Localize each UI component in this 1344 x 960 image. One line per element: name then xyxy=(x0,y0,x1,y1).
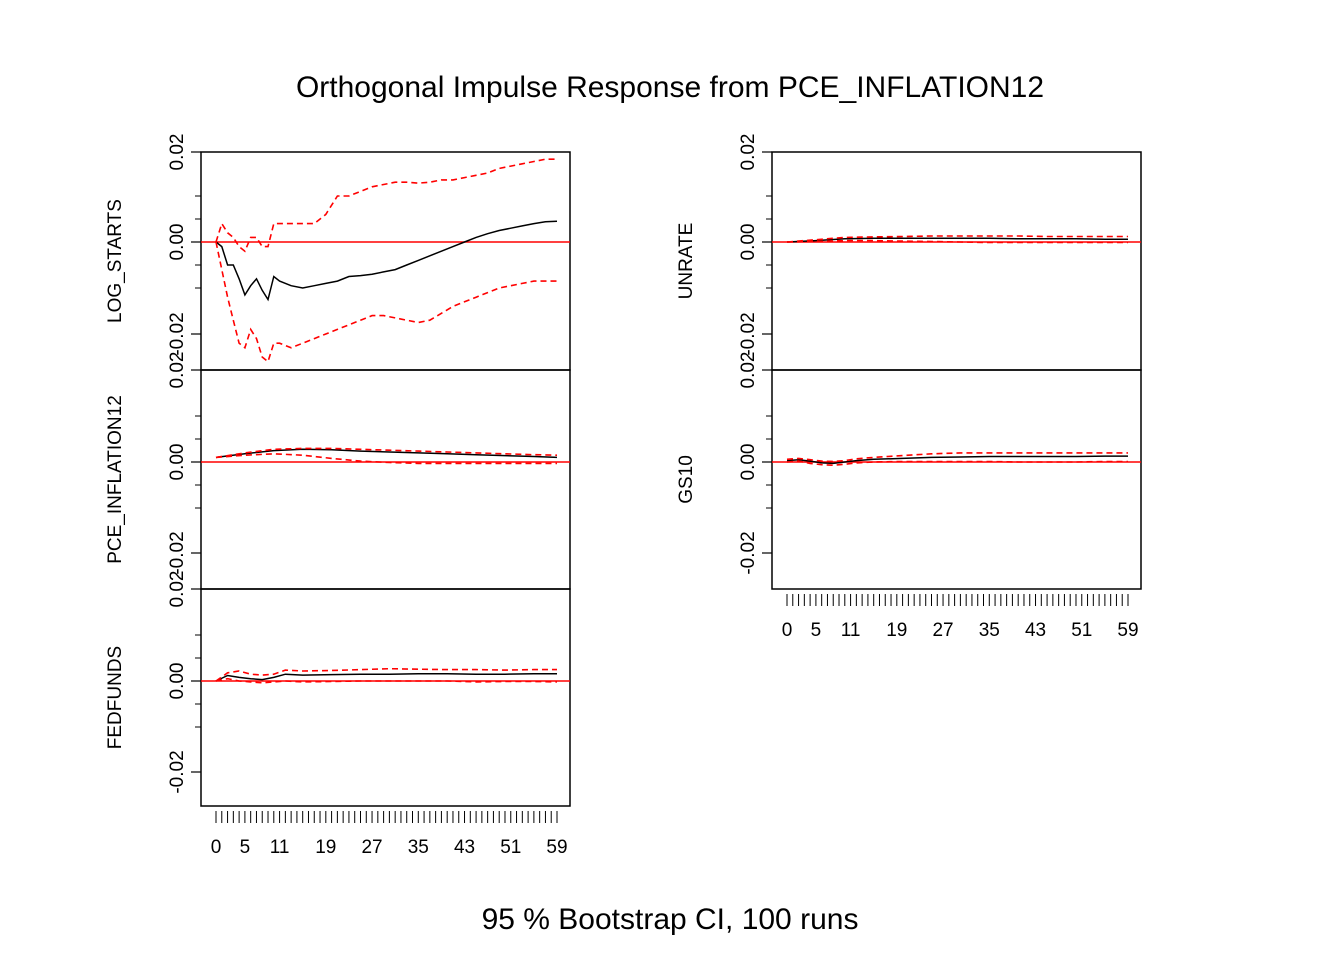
response-line xyxy=(786,455,1128,465)
series-group xyxy=(215,447,558,465)
panel-left-middle: 0.02 0.00 -0.02 PCE_INFLATION12 xyxy=(105,352,571,590)
panel-frame xyxy=(200,588,571,807)
panel-left-top: 0.02 0.00 -0.02 LOG_STARTS xyxy=(105,134,571,371)
panels: 0.02 0.00 -0.02 LOG_STARTS 0.02 0.00 -0.02 PCE_… xyxy=(105,134,1142,858)
x-tick-label: 43 xyxy=(454,837,475,858)
x-tick-label: 11 xyxy=(841,620,861,641)
series-group xyxy=(215,667,558,684)
panel-right-top: 0.02 0.00 -0.02 UNRATE xyxy=(676,134,1142,371)
y-axis-label: UNRATE xyxy=(676,223,697,300)
ci-lower-line xyxy=(215,452,557,465)
panel-frame xyxy=(771,151,1142,371)
x-tick-label: 51 xyxy=(1071,620,1092,641)
ci-upper-line xyxy=(215,158,557,253)
x-tick-label: 11 xyxy=(270,837,290,858)
panel-frame xyxy=(771,369,1142,590)
y-tick-label: 0.00 xyxy=(738,444,759,481)
y-tick-label: 0.00 xyxy=(738,224,759,261)
y-axis-label: FEDFUNDS xyxy=(105,646,126,749)
ci-lower-line xyxy=(786,239,1128,244)
ci-lower-line xyxy=(786,460,1128,467)
y-axis-label: LOG_STARTS xyxy=(105,199,126,323)
ci-lower-line xyxy=(215,241,557,363)
response-line xyxy=(786,237,1128,243)
x-tick-label: 19 xyxy=(886,620,907,641)
x-tick-label: 59 xyxy=(546,837,567,858)
series-group xyxy=(786,235,1128,244)
x-tick-label: 43 xyxy=(1025,620,1046,641)
y-tick-label: 0.00 xyxy=(167,444,188,481)
x-tick-label: 19 xyxy=(315,837,336,858)
y-tick-label: 0.02 xyxy=(167,134,188,171)
x-tick-label: 27 xyxy=(361,837,382,858)
response-line xyxy=(215,448,558,459)
panel-right-middle: 0.02 0.00 -0.02 GS10 0 5 11 19 27 35 43 51 59 xyxy=(676,352,1142,641)
y-tick-label: 0.02 xyxy=(167,571,188,608)
panel-frame xyxy=(200,369,571,590)
figure-title: Orthogonal Impulse Response from PCE_INF… xyxy=(296,71,1044,104)
ci-upper-line xyxy=(786,452,1128,463)
ci-upper-line xyxy=(786,235,1128,243)
panel-left-bottom: 0.02 0.00 -0.02 FEDFUNDS 0 5 11 19 27 35 43 51 59 xyxy=(105,571,571,858)
ci-lower-line xyxy=(215,677,558,684)
x-tick-label: 0 xyxy=(211,837,222,858)
x-tick-label: 27 xyxy=(932,620,953,641)
y-tick-label: -0.02 xyxy=(738,531,759,574)
y-tick-label: -0.02 xyxy=(167,312,188,355)
x-tick-label: 51 xyxy=(500,837,521,858)
ci-upper-line xyxy=(215,667,557,682)
x-tick-label: 0 xyxy=(782,620,793,641)
series-group xyxy=(215,158,558,363)
x-tick-label: 5 xyxy=(811,620,822,641)
y-tick-label: -0.02 xyxy=(167,531,188,574)
response-line xyxy=(215,672,557,682)
ci-upper-line xyxy=(215,447,558,459)
y-tick-label: 0.02 xyxy=(738,134,759,171)
y-tick-label: -0.02 xyxy=(738,312,759,355)
y-tick-label: 0.02 xyxy=(167,352,188,389)
x-tick-label: 35 xyxy=(979,620,1000,641)
x-tick-label: 59 xyxy=(1117,620,1138,641)
x-tick-label: 35 xyxy=(408,837,429,858)
y-axis-label: PCE_INFLATION12 xyxy=(105,395,126,564)
y-tick-label: 0.02 xyxy=(738,352,759,389)
response-line xyxy=(215,220,558,302)
y-tick-label: -0.02 xyxy=(167,750,188,793)
y-tick-label: 0.00 xyxy=(167,663,188,700)
series-group xyxy=(786,452,1128,467)
figure-caption: 95 % Bootstrap CI, 100 runs xyxy=(482,903,859,936)
x-tick-label: 5 xyxy=(240,837,251,858)
y-axis-label: GS10 xyxy=(676,455,697,504)
y-tick-label: 0.00 xyxy=(167,224,188,261)
